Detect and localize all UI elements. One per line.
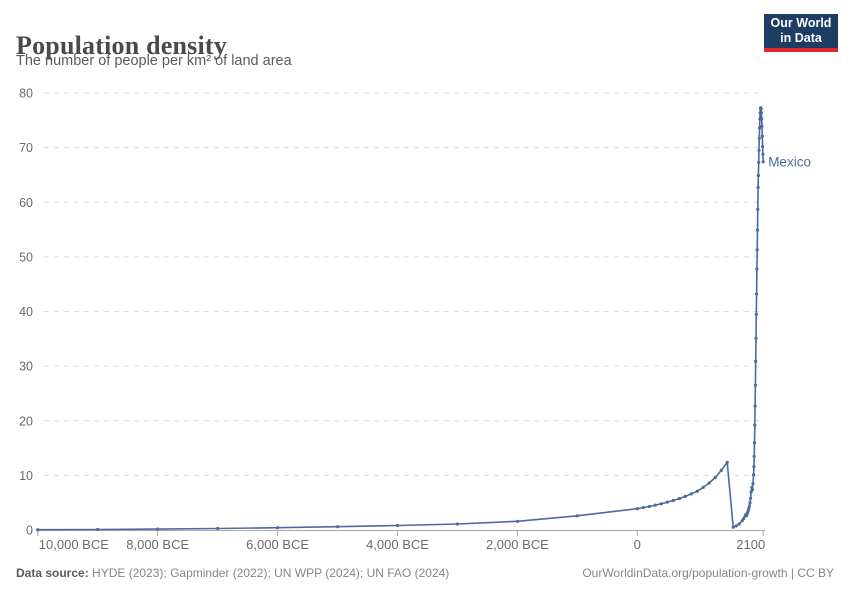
x-axis-tick-label: 8,000 BCE [126, 537, 189, 552]
owid-logo-redbar-icon [764, 48, 838, 52]
x-axis-tick-label: 6,000 BCE [246, 537, 309, 552]
data-point-marker [756, 173, 761, 178]
data-point-marker [659, 502, 663, 506]
x-axis-tick-label: 4,000 BCE [366, 537, 429, 552]
data-point-marker [754, 312, 758, 316]
data-point-marker [734, 524, 738, 528]
data-point-marker [677, 497, 681, 501]
data-point-marker [641, 506, 645, 510]
data-point-marker [751, 482, 755, 486]
data-point-marker [761, 144, 765, 149]
data-point-marker [749, 496, 753, 500]
data-point-marker [760, 124, 764, 128]
data-point-marker [96, 527, 100, 532]
y-axis-tick-label-0: 0 [26, 524, 33, 538]
data-point-marker [713, 476, 717, 480]
y-axis-tick-label-10: 10 [19, 469, 33, 483]
data-point-marker [757, 160, 761, 164]
data-point-marker [760, 117, 764, 121]
page-title: Population density [16, 31, 227, 61]
x-axis-tick-label: 2,000 BCE [486, 537, 549, 552]
data-point-marker [276, 526, 280, 530]
data-point-marker [653, 503, 657, 507]
data-point-marker [756, 207, 760, 211]
data-point-marker [695, 489, 699, 493]
data-point-marker [761, 152, 765, 156]
x-axis-tick-label: 0 [634, 537, 641, 552]
data-point-marker [752, 465, 756, 469]
data-point-marker [753, 404, 757, 408]
y-axis-tick-label-60: 60 [19, 196, 33, 210]
y-axis-tick-label-40: 40 [19, 305, 33, 319]
owid-logo-line2: in Data [780, 31, 822, 45]
data-point-marker [754, 336, 758, 340]
data-point-marker [707, 481, 711, 485]
data-point-marker [635, 507, 639, 511]
data-point-marker [737, 522, 741, 526]
y-axis-tick-label-80: 80 [19, 87, 33, 101]
y-axis-tick-label-30: 30 [19, 360, 33, 374]
data-point-marker [752, 441, 757, 445]
data-point-marker [759, 111, 764, 115]
data-source-text: HYDE (2023); Gapminder (2022); UN WPP (2… [88, 566, 450, 580]
data-point-marker [742, 516, 746, 521]
y-axis-tick-label-70: 70 [19, 141, 33, 155]
data-point-marker [761, 160, 765, 164]
data-point-marker [757, 136, 761, 140]
owid-logo-box: Our World in Data [764, 14, 838, 48]
data-point-marker [335, 525, 340, 529]
data-point-marker [760, 134, 764, 138]
x-axis-tick-label: 2100 [736, 537, 765, 552]
series-line-mexico[interactable] [36, 106, 765, 531]
data-point-marker [752, 473, 756, 477]
data-point-marker [747, 507, 751, 511]
data-point-marker [731, 525, 735, 529]
data-point-marker [689, 492, 693, 496]
data-point-marker [216, 526, 220, 531]
data-point-marker [671, 498, 675, 503]
owid-logo-line1: Our World [770, 16, 832, 31]
data-point-marker [755, 248, 759, 252]
data-point-marker [753, 383, 758, 387]
data-point-marker [755, 228, 760, 232]
data-point-marker [759, 107, 763, 111]
data-source-label: Data source: [16, 566, 89, 580]
data-point-marker [395, 523, 400, 528]
data-point-marker [754, 359, 758, 363]
data-point-marker [755, 292, 759, 296]
data-point-marker [757, 148, 761, 152]
data-point-marker [665, 500, 669, 504]
x-axis-tick-label: 10,000 BCE [39, 537, 109, 552]
data-point-marker [753, 423, 757, 427]
series-label-mexico[interactable]: Mexico [768, 154, 811, 169]
data-point-marker [455, 522, 459, 526]
data-point-marker [515, 519, 520, 523]
data-point-marker [752, 454, 756, 458]
data-point-marker [156, 527, 160, 531]
data-point-marker [683, 494, 687, 498]
y-axis-tick-label-50: 50 [19, 250, 33, 264]
owid-citation-link[interactable]: OurWorldinData.org/population-growth | C… [582, 566, 834, 580]
data-point-marker [747, 504, 752, 508]
chart-subtitle: The number of people per km² of land are… [16, 53, 292, 69]
data-point-marker [756, 185, 760, 190]
data-point-marker [755, 267, 759, 271]
data-point-marker [701, 485, 705, 489]
chart-footer: Data source: HYDE (2023); Gapminder (202… [16, 566, 834, 580]
data-point-marker [575, 514, 579, 518]
data-point-marker [36, 528, 40, 532]
y-axis-tick-label-20: 20 [19, 414, 33, 428]
data-point-marker [748, 501, 752, 505]
data-point-marker [647, 504, 651, 509]
owid-logo[interactable]: Our World in Data [764, 14, 838, 52]
data-point-marker [758, 126, 762, 130]
data-point-marker [725, 460, 729, 464]
data-point-marker [719, 468, 723, 473]
data-source-note: Data source: HYDE (2023); Gapminder (202… [16, 566, 449, 580]
data-point-marker [750, 488, 755, 492]
